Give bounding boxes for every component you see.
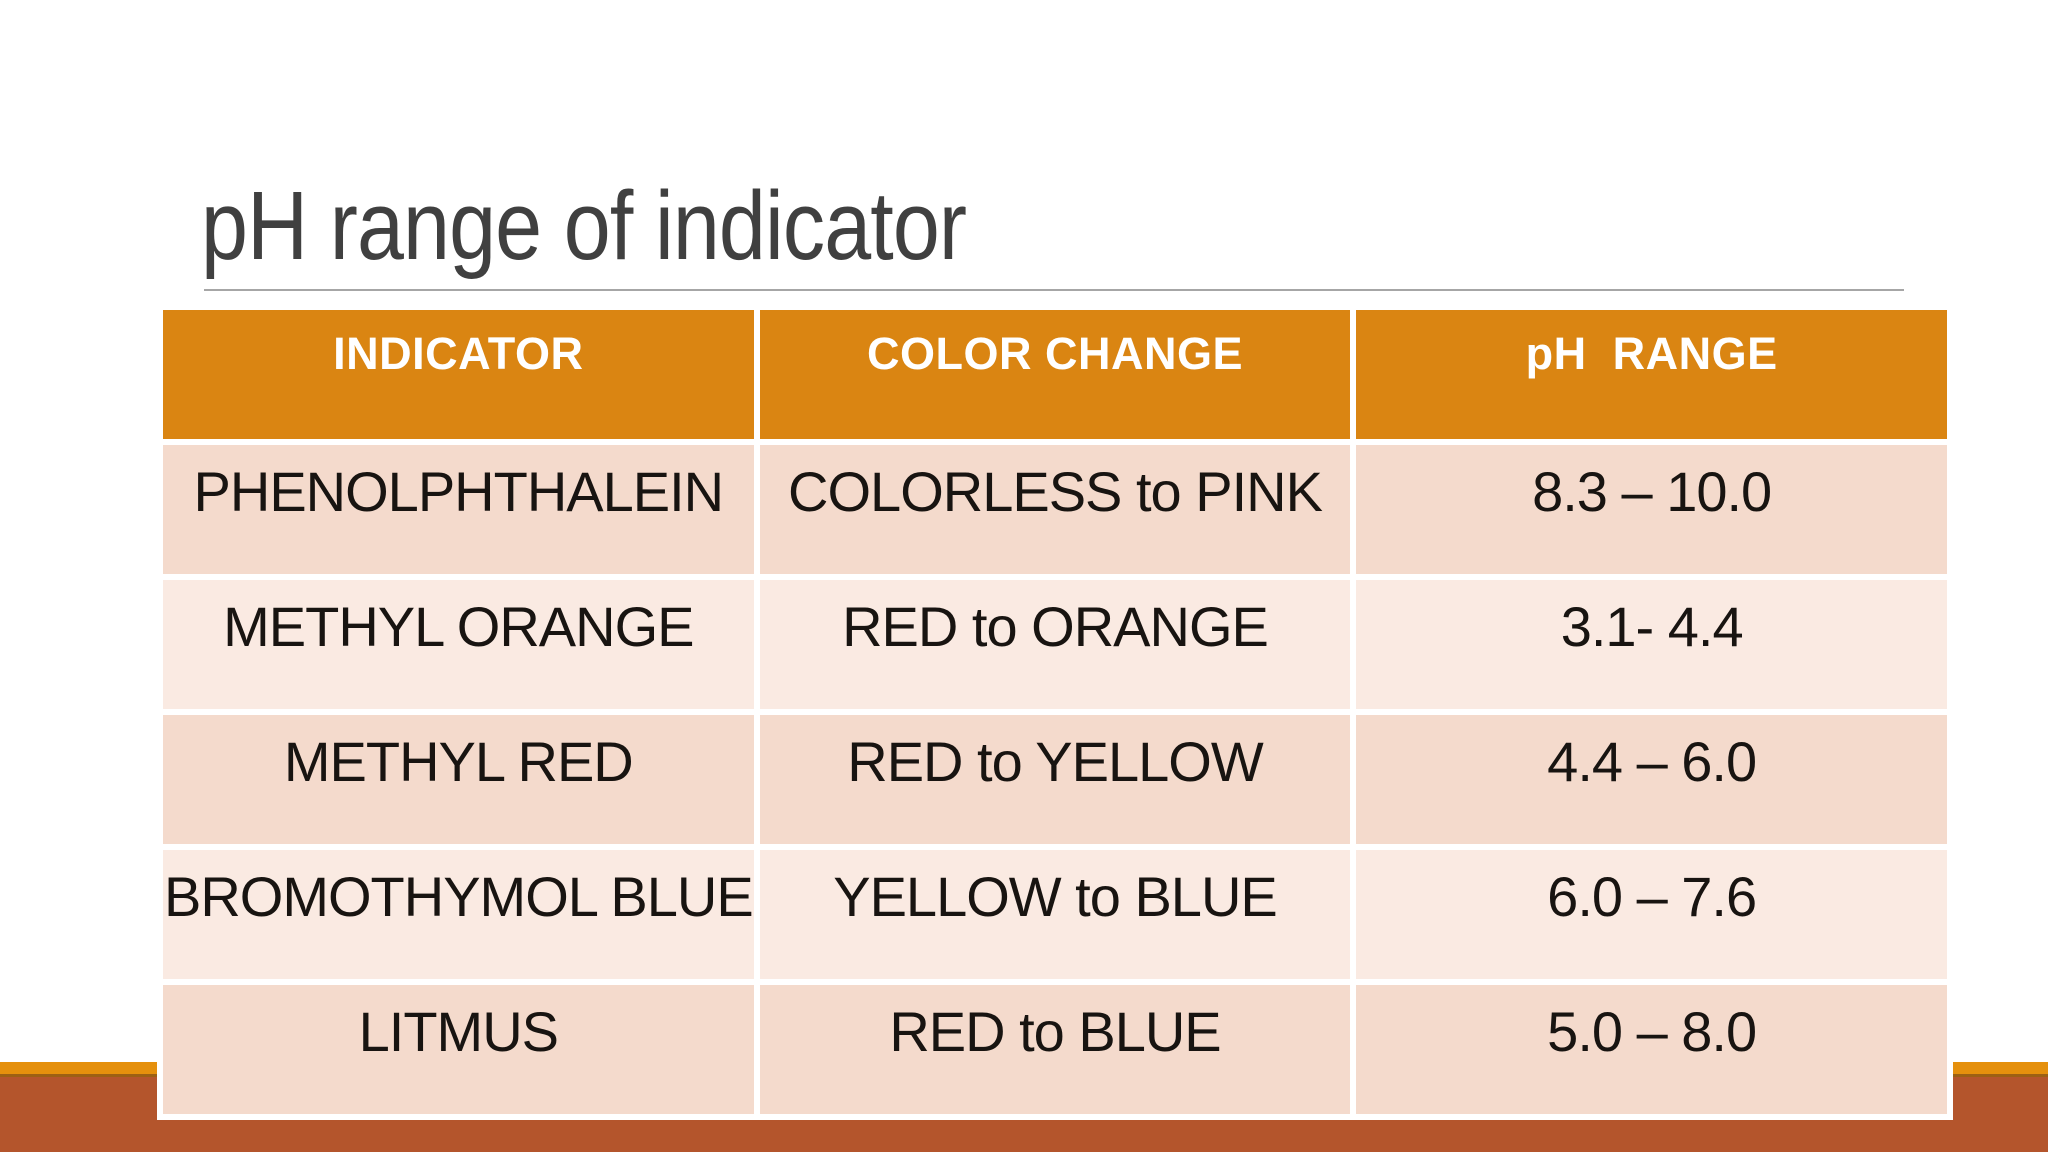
table-cell-ph-range: 6.0 – 7.6 <box>1356 850 1947 979</box>
header-cell-ph-range: pH RANGE <box>1356 310 1947 439</box>
table-cell-ph-range: 8.3 – 10.0 <box>1356 445 1947 574</box>
header-cell-indicator: INDICATOR <box>163 310 754 439</box>
table-row: LITMUS RED to BLUE 5.0 – 8.0 <box>163 985 1947 1114</box>
table-row: METHYL ORANGE RED to ORANGE 3.1- 4.4 <box>163 580 1947 709</box>
table-row: PHENOLPHTHALEIN COLORLESS to PINK 8.3 – … <box>163 445 1947 574</box>
table-cell-indicator: METHYL RED <box>163 715 754 844</box>
table-row: BROMOTHYMOL BLUE YELLOW to BLUE 6.0 – 7.… <box>163 850 1947 979</box>
table-header-row: INDICATOR COLOR CHANGE pH RANGE <box>163 310 1947 439</box>
table-cell-indicator: METHYL ORANGE <box>163 580 754 709</box>
header-cell-color-change: COLOR CHANGE <box>759 310 1351 439</box>
table-cell-color-change: YELLOW to BLUE <box>759 850 1351 979</box>
table-cell-color-change: RED to YELLOW <box>759 715 1351 844</box>
table-cell-color-change: COLORLESS to PINK <box>759 445 1351 574</box>
table-cell-ph-range: 5.0 – 8.0 <box>1356 985 1947 1114</box>
slide-title: pH range of indicator <box>201 171 967 280</box>
table-row: METHYL RED RED to YELLOW 4.4 – 6.0 <box>163 715 1947 844</box>
table-cell-ph-range: 3.1- 4.4 <box>1356 580 1947 709</box>
table-cell-indicator: PHENOLPHTHALEIN <box>163 445 754 574</box>
table-cell-indicator: LITMUS <box>163 985 754 1114</box>
title-underline <box>204 289 1904 291</box>
table-cell-indicator: BROMOTHYMOL BLUE <box>163 850 754 979</box>
table-cell-color-change: RED to BLUE <box>759 985 1351 1114</box>
table-cell-color-change: RED to ORANGE <box>759 580 1351 709</box>
table-cell-ph-range: 4.4 – 6.0 <box>1356 715 1947 844</box>
ph-indicator-table: INDICATOR COLOR CHANGE pH RANGE PHENOLPH… <box>157 304 1953 1120</box>
